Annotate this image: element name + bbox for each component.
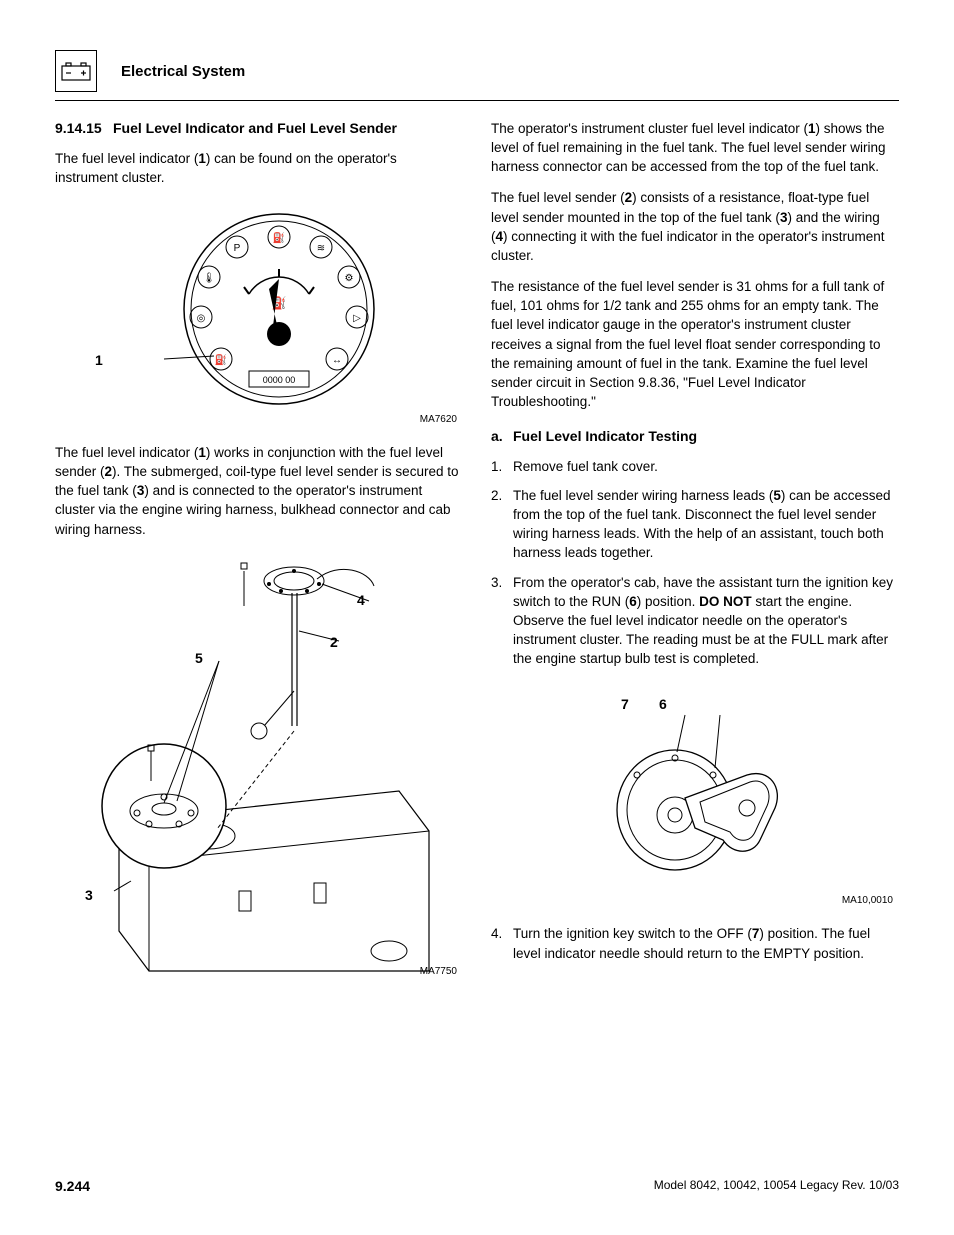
svg-text:⚙: ⚙ [345,273,354,284]
figure-tank: 4 2 5 3 MA7750 [55,551,463,981]
step-3: 3. From the operator's cab, have the ass… [491,573,899,669]
figure-keyswitch: 7 6 MA10,0010 [491,680,899,910]
sub-title: Fuel Level Indicator Testing [513,428,697,444]
figure-code-3: MA10,0010 [842,894,893,908]
section-heading: 9.14.15 Fuel Level Indicator and Fuel Le… [55,119,463,139]
page-header: Electrical System [55,50,899,101]
sub-letter: a. [491,427,513,447]
left-paragraph-1: The fuel level indicator (1) can be foun… [55,149,463,187]
step-2: 2. The fuel level sender wiring harness … [491,486,899,563]
right-paragraph-1: The operator's instrument cluster fuel l… [491,119,899,176]
section-title: Fuel Level Indicator and Fuel Level Send… [113,119,397,139]
figure-code-2: MA7750 [420,965,457,979]
battery-icon [55,50,97,92]
left-column: 9.14.15 Fuel Level Indicator and Fuel Le… [55,119,463,995]
svg-text:⛽: ⛽ [273,231,285,244]
svg-text:🌡: 🌡 [203,272,216,284]
content-columns: 9.14.15 Fuel Level Indicator and Fuel Le… [55,119,899,995]
svg-text:▷: ▷ [353,313,361,324]
step-1: 1. Remove fuel tank cover. [491,457,899,476]
left-paragraph-2: The fuel level indicator (1) works in co… [55,443,463,539]
right-paragraph-3: The resistance of the fuel level sender … [491,277,899,411]
testing-steps: 1. Remove fuel tank cover. 2. The fuel l… [491,457,899,669]
model-info: Model 8042, 10042, 10054 Legacy Rev. 10/… [654,1177,899,1197]
svg-text:◎: ◎ [197,313,206,324]
figure-code-1: MA7620 [420,413,457,427]
section-number: 9.14.15 [55,119,113,139]
callout-7: 7 [621,695,629,715]
callout-4: 4 [357,591,365,611]
hours-readout: 0000 00 [263,375,296,385]
callout-5: 5 [195,649,203,669]
svg-text:↔: ↔ [332,355,342,366]
page-footer: 9.244 Model 8042, 10042, 10054 Legacy Re… [55,1177,899,1197]
callout-2: 2 [330,633,338,653]
testing-steps-cont: 4. Turn the ignition key switch to the O… [491,924,899,962]
callout-3: 3 [85,886,93,906]
figure-gauge: ⛽ P ≋ 🌡 ⚙ ◎ ▷ ⛽ ↔ ⛽ [55,199,463,429]
callout-1: 1 [95,351,103,371]
callout-6: 6 [659,695,667,715]
header-title: Electrical System [121,61,245,82]
subsection-heading: a.Fuel Level Indicator Testing [491,427,899,447]
svg-text:≋: ≋ [317,243,325,254]
step-4: 4. Turn the ignition key switch to the O… [491,924,899,962]
svg-text:P: P [234,243,241,254]
right-column: The operator's instrument cluster fuel l… [491,119,899,995]
right-paragraph-2: The fuel level sender (2) consists of a … [491,188,899,265]
page-number: 9.244 [55,1177,90,1197]
svg-text:⛽: ⛽ [215,353,227,366]
